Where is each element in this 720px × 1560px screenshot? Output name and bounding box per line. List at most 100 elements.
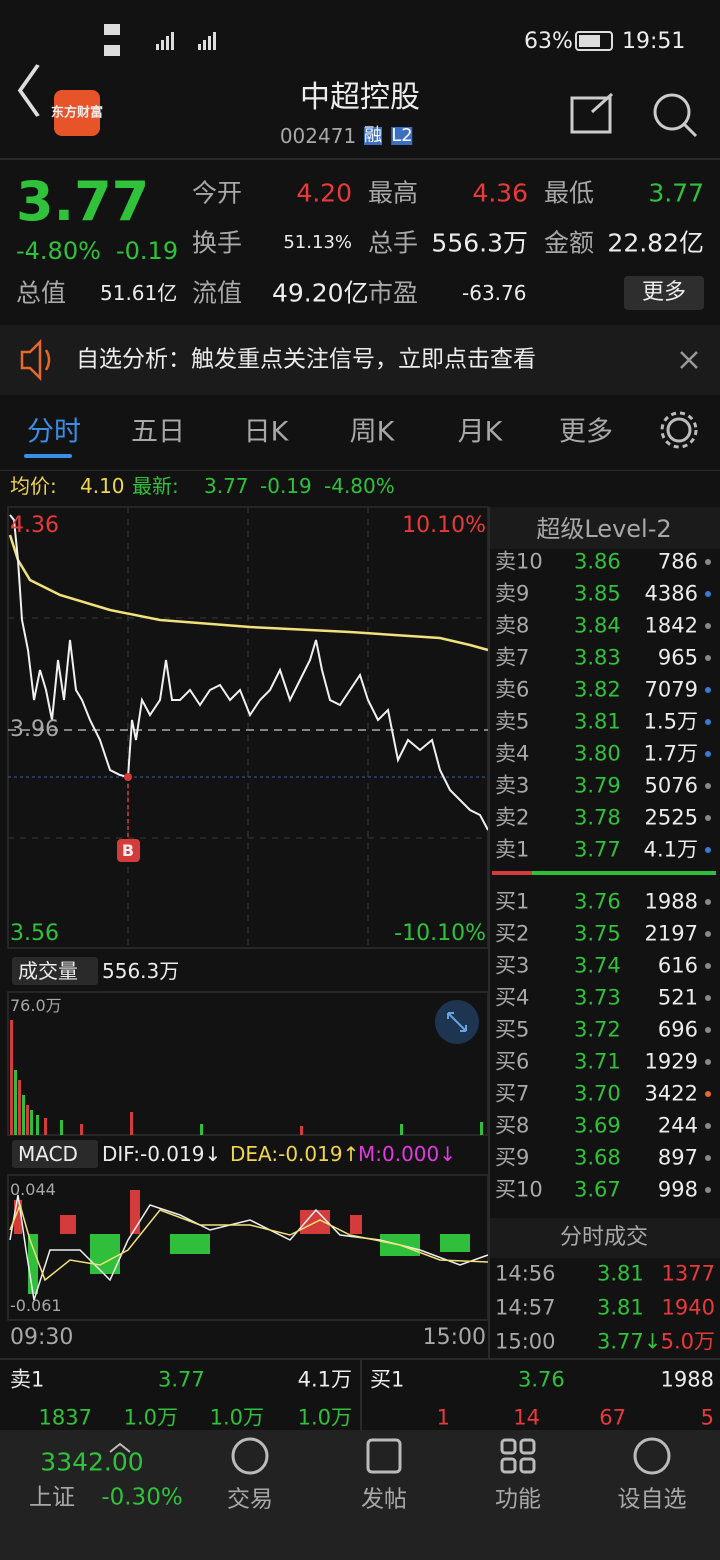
field-label: 换手 xyxy=(192,228,243,258)
trade-price: 3.77↓ xyxy=(597,1329,662,1354)
expand-icon xyxy=(447,1012,467,1032)
trades-title: 分时成交 xyxy=(559,1225,649,1250)
macd-label[interactable]: MACD xyxy=(18,1142,78,1166)
divider xyxy=(360,1360,362,1430)
dif-value: DIF:-0.019↓ xyxy=(102,1142,222,1166)
order-volume: 1.5万 xyxy=(643,709,698,734)
order-name: 买6 xyxy=(495,1049,530,1074)
nav-bg xyxy=(0,1430,720,1560)
tab[interactable]: 月K xyxy=(457,416,503,448)
order-price: 3.83 xyxy=(574,645,621,670)
divider xyxy=(0,470,720,471)
latest-pct: -4.80% xyxy=(324,474,395,498)
separator-red xyxy=(492,871,532,875)
depth-count: 5 xyxy=(700,1405,714,1430)
order-volume: 1842 xyxy=(644,613,698,638)
tag: 融 xyxy=(364,125,382,146)
price-line xyxy=(9,514,489,831)
depth-volume: 4.1万 xyxy=(297,1367,352,1392)
nav-icon xyxy=(231,1437,269,1475)
dea-value: DEA:-0.019↑ xyxy=(230,1142,360,1166)
trade-volume: 1377 xyxy=(661,1261,715,1286)
volume-selector[interactable] xyxy=(12,957,98,985)
nav-item[interactable]: 发帖 xyxy=(361,1486,407,1513)
order-price: 3.84 xyxy=(574,613,621,638)
volume-label[interactable]: 成交量 xyxy=(18,959,78,983)
back-arrow[interactable] xyxy=(17,64,40,117)
depth-name: 卖1 xyxy=(10,1367,45,1392)
more-button[interactable] xyxy=(624,276,704,310)
tab[interactable]: 五日 xyxy=(131,416,185,448)
marker-text: B xyxy=(121,841,135,860)
order-name: 买8 xyxy=(495,1113,530,1138)
tab[interactable]: 分时 xyxy=(27,416,81,448)
row-dot xyxy=(705,1059,711,1065)
price: 3.77 xyxy=(16,170,150,233)
row-dot xyxy=(705,1187,711,1193)
field-value: 51.61亿 xyxy=(100,281,178,305)
volume-bars xyxy=(10,1020,483,1135)
order-price: 3.72 xyxy=(574,1017,621,1042)
macd-selector[interactable] xyxy=(12,1140,98,1168)
status-icon xyxy=(104,45,120,56)
order-volume: 998 xyxy=(657,1177,698,1202)
row-dot xyxy=(705,687,711,693)
field-value: 22.82亿 xyxy=(607,228,704,258)
time-label: 15:00 xyxy=(422,1325,486,1350)
order-volume: 5076 xyxy=(644,773,698,798)
avg-label: 均价: xyxy=(10,474,57,498)
order-volume: 4.1万 xyxy=(643,837,698,862)
order-volume: 244 xyxy=(657,1113,698,1138)
tag: L2 xyxy=(391,125,413,146)
settings-icon[interactable] xyxy=(666,417,692,443)
order-name: 买9 xyxy=(495,1145,530,1170)
settings-cog xyxy=(660,411,698,449)
row-dot xyxy=(705,847,711,853)
level2-title: 超级Level-2 xyxy=(536,515,672,543)
nav-item[interactable]: 设自选 xyxy=(617,1486,687,1513)
search-handle xyxy=(682,122,698,138)
dea-line xyxy=(9,1202,489,1282)
status-icon xyxy=(104,24,120,35)
order-price: 3.86 xyxy=(574,549,621,574)
depth-count: 1837 xyxy=(38,1405,92,1430)
logo-text: 东方财富 xyxy=(50,105,104,121)
close-icon[interactable] xyxy=(680,351,698,369)
order-price: 3.80 xyxy=(574,741,621,766)
marker-badge xyxy=(117,839,140,862)
order-name: 卖9 xyxy=(495,581,530,606)
speaker-icon xyxy=(20,338,51,382)
average-line xyxy=(8,534,489,652)
change-pct: -4.80% xyxy=(16,237,101,265)
volume-total: 556.3万 xyxy=(102,959,180,983)
depth-count: 67 xyxy=(599,1405,626,1430)
nav-item[interactable]: 功能 xyxy=(495,1486,541,1513)
order-volume: 2525 xyxy=(644,805,698,830)
more-button-text[interactable]: 更多 xyxy=(641,280,687,305)
order-price: 3.79 xyxy=(574,773,621,798)
row-dot xyxy=(705,995,711,1001)
banner-text[interactable]: 自选分析：触发重点关注信号，立即点击查看 xyxy=(76,346,536,373)
order-price: 3.74 xyxy=(574,953,621,978)
divider xyxy=(0,158,720,160)
tab[interactable]: 更多 xyxy=(559,416,613,448)
row-dot xyxy=(705,963,711,969)
nav-item[interactable]: 交易 xyxy=(227,1486,273,1513)
order-price: 3.71 xyxy=(574,1049,621,1074)
share-icon[interactable] xyxy=(570,96,612,134)
field-value: -63.76 xyxy=(462,281,527,305)
order-volume: 7079 xyxy=(644,677,698,702)
tab[interactable]: 日K xyxy=(243,416,289,448)
search-icon[interactable] xyxy=(653,93,691,131)
marker-dot xyxy=(124,773,132,781)
trade-volume: 1940 xyxy=(661,1295,715,1320)
tab[interactable]: 周K xyxy=(349,416,395,448)
volume-max: 76.0万 xyxy=(10,996,62,1015)
order-price: 3.75 xyxy=(574,921,621,946)
order-name: 买5 xyxy=(495,1017,530,1042)
order-price: 3.73 xyxy=(574,985,621,1010)
depth-count: 1.0万 xyxy=(297,1405,352,1430)
row-dot xyxy=(705,719,711,725)
order-volume: 1988 xyxy=(644,889,698,914)
order-name: 卖2 xyxy=(495,805,530,830)
